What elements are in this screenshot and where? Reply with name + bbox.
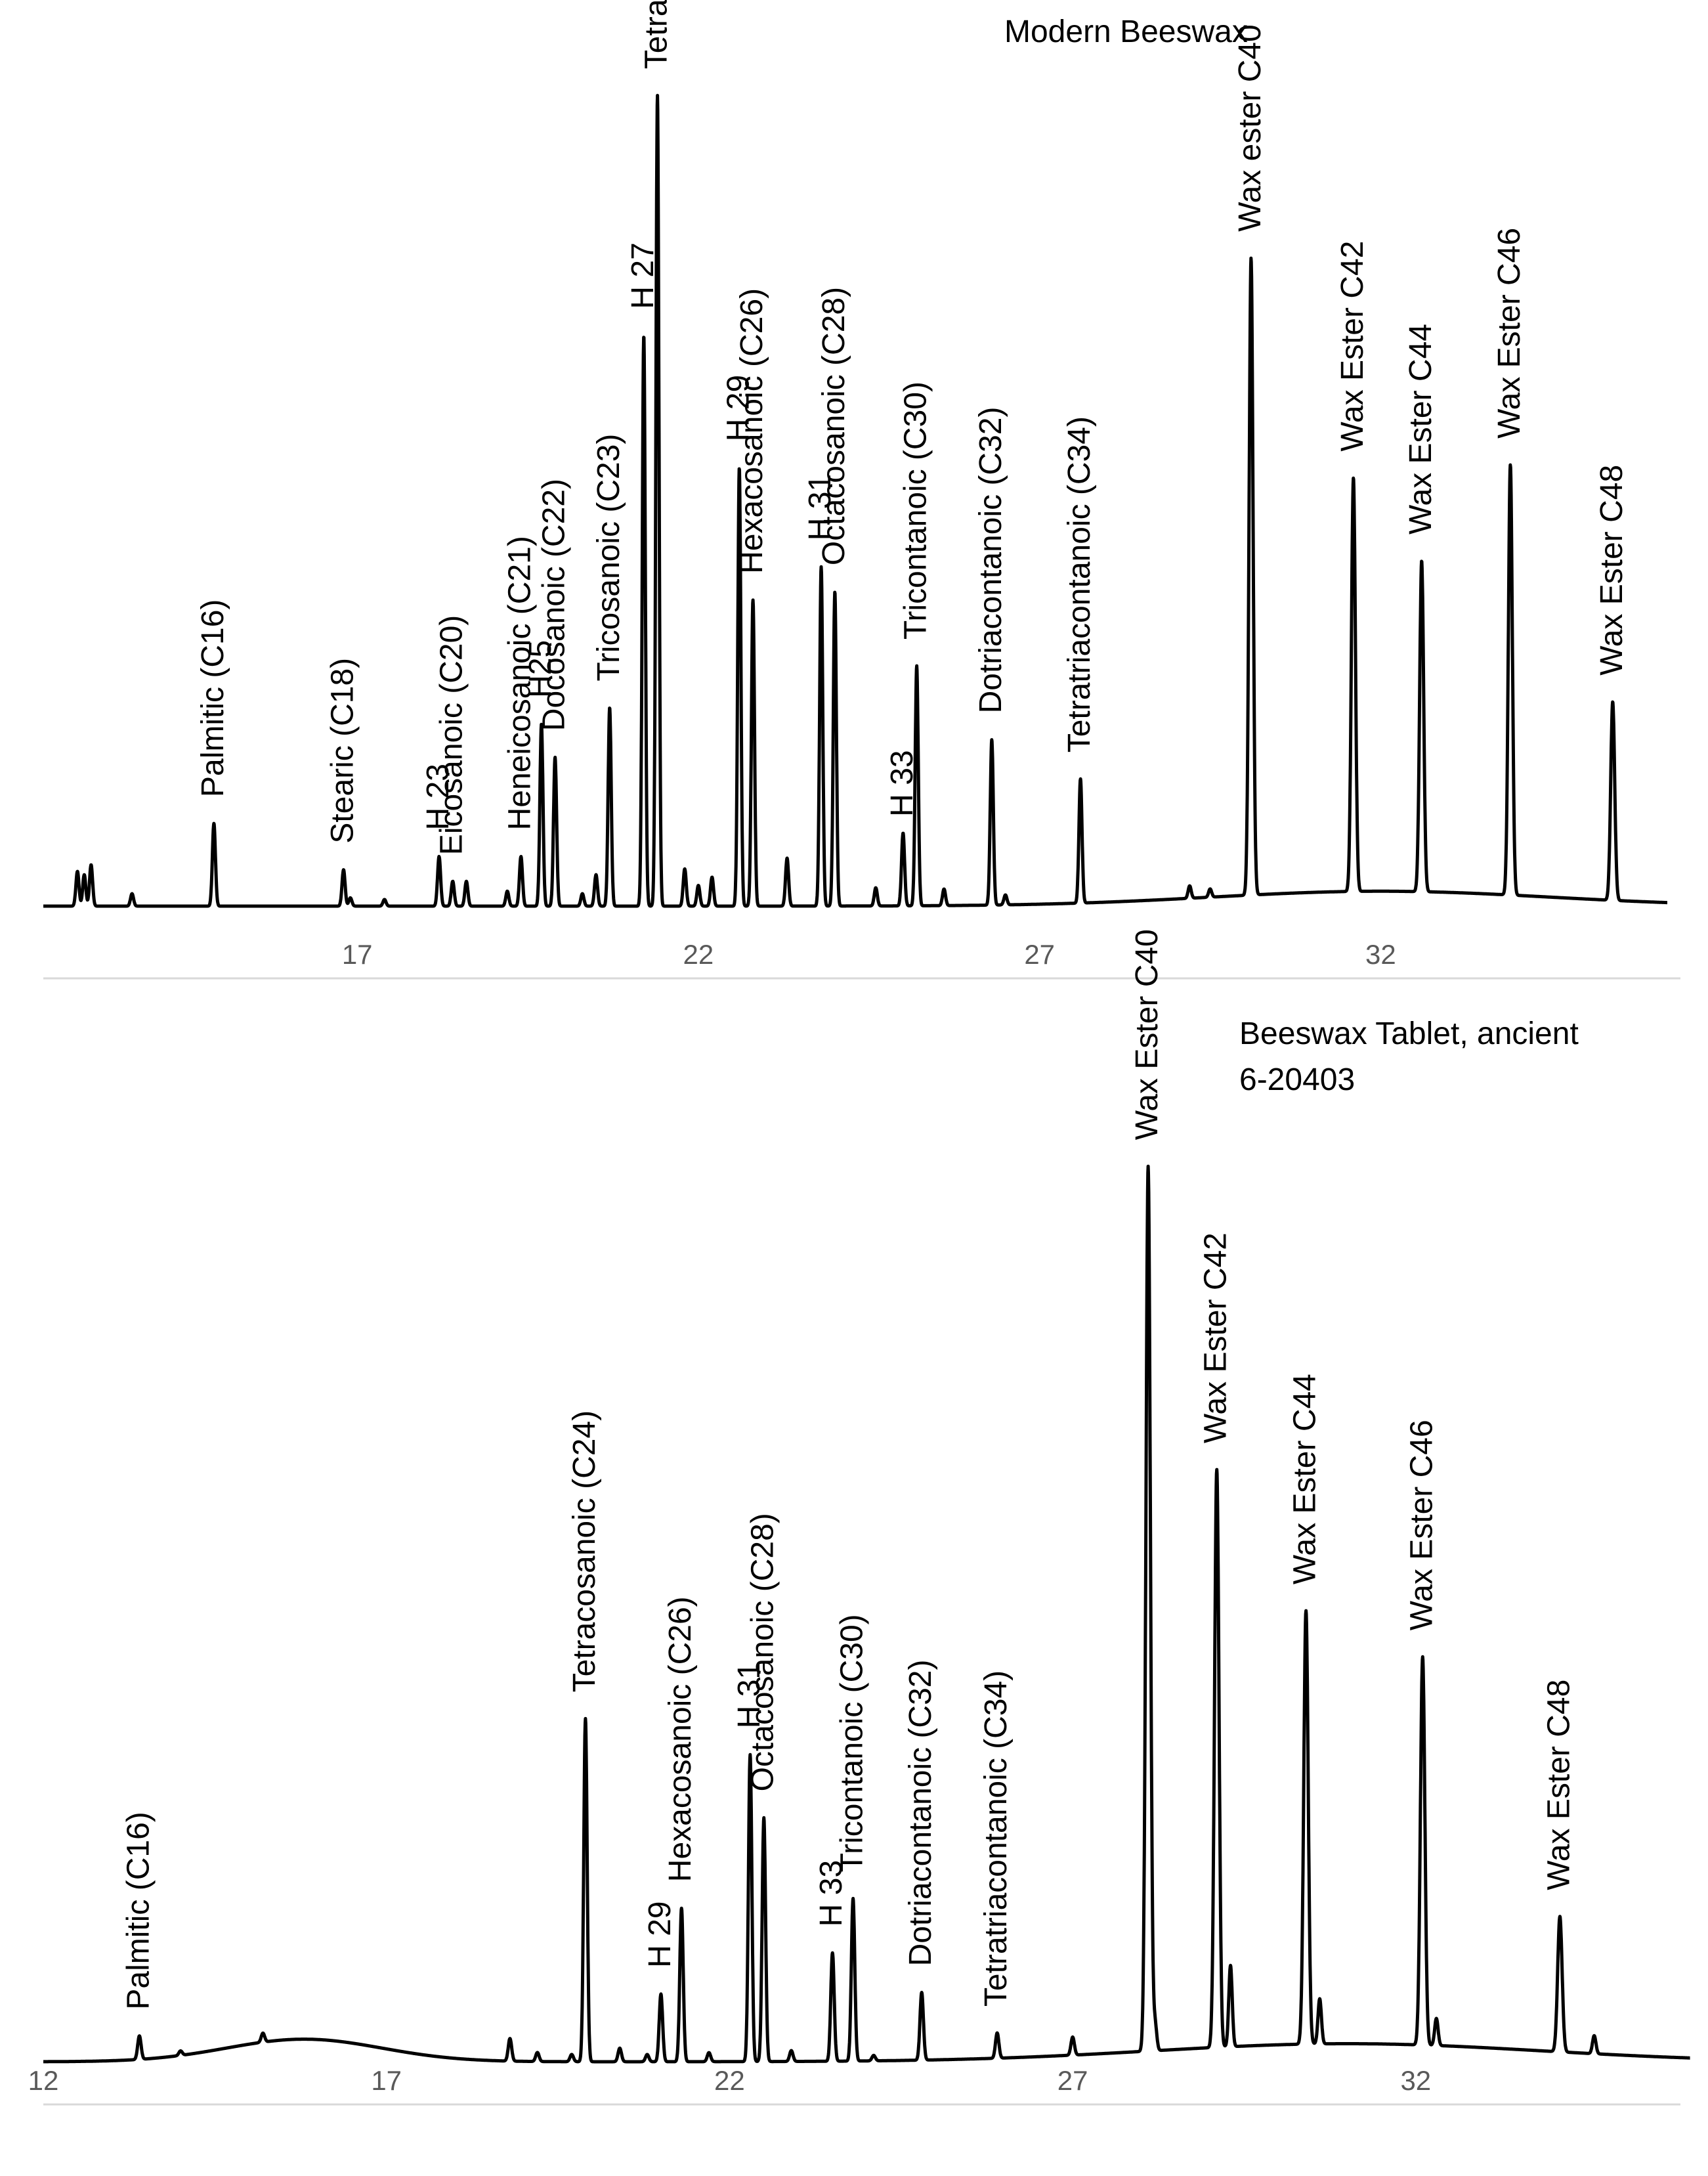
chart-title-ancient-line2: 6-20403 <box>1239 1062 1355 1097</box>
peak-label: Tricontanoic (C30) <box>899 381 933 640</box>
peak-label: H 33 <box>814 1860 849 1926</box>
peak-label: Wax Ester C42 <box>1335 241 1370 452</box>
modern-beeswax-chart: Modern Beeswax 17 22 27 32 Palmitic (C16) Ste… <box>41 0 1680 980</box>
peak-label: H 31 <box>732 1662 767 1728</box>
x-tick-label: 22 <box>714 2065 745 2096</box>
x-tick-label: 17 <box>342 939 373 970</box>
peak-label: Wax Ester C44 <box>1403 324 1438 534</box>
peak-label: Tricosanoic (C23) <box>591 434 626 682</box>
x-tick-label: 32 <box>1365 939 1396 970</box>
peak-label: Tricontanoic (C30) <box>835 1614 870 1872</box>
peak-label: Octacosanoic (C28) <box>817 287 851 565</box>
chromatogram-trace <box>41 93 1669 908</box>
peak-label: Heneicosanoic (C21) <box>503 536 538 830</box>
peak-label: H 29 <box>721 375 756 441</box>
x-tick-label: 22 <box>683 939 714 970</box>
x-tick-label: 27 <box>1057 2065 1088 2096</box>
chart-title-ancient-line1: Beeswax Tablet, ancient <box>1239 1016 1579 1051</box>
x-tick-label: 17 <box>371 2065 402 2096</box>
peak-label: Tetratriacontanoic (C34) <box>1062 416 1097 752</box>
peak-label: Wax Ester C40 <box>1130 929 1164 1140</box>
peak-label: Tetracosanoic (C24) <box>639 0 674 69</box>
peak-label: H 23 <box>421 764 456 830</box>
peak-label: Dotriacontanoic (C32) <box>973 407 1008 714</box>
peak-label: Palmitic (C16) <box>196 599 230 797</box>
chromatogram-trace <box>41 1164 1692 2064</box>
x-tick-label: 27 <box>1024 939 1055 970</box>
peak-label: Stearic (C18) <box>325 658 360 844</box>
peak-label: Wax Ester C44 <box>1288 1374 1323 1584</box>
peak-label: Hexacosanoic (C26) <box>663 1596 698 1882</box>
peak-label: Wax Ester C46 <box>1492 228 1527 439</box>
peak-label: Hexacosanoic (C26) <box>735 288 769 574</box>
peak-label: Wax Ester C42 <box>1199 1232 1233 1443</box>
peak-label: Dotriacontanoic (C32) <box>903 1660 938 1967</box>
peak-label: Wax Ester C46 <box>1404 1420 1439 1630</box>
ancient-tablet-chart: Beeswax Tablet, ancient 6-20403 12 17 22 27… <box>28 929 1692 2106</box>
chart-title-modern: Modern Beeswax <box>1004 14 1248 49</box>
x-tick-label: 12 <box>28 2065 59 2096</box>
peak-label: Tetratriacontanoic (C34) <box>979 1670 1014 2007</box>
peak-label: Wax ester C40 <box>1233 24 1268 232</box>
peak-label: H 31 <box>803 474 838 540</box>
peak-label: Eicosanoic (C20) <box>435 615 469 855</box>
peak-label: Palmitic (C16) <box>121 1812 156 2009</box>
peak-label: H25 <box>523 640 558 698</box>
peak-label: H 33 <box>885 750 920 816</box>
peak-label: Tetracosanoic (C24) <box>567 1410 602 1693</box>
peak-label: Wax Ester C48 <box>1594 465 1629 676</box>
peak-label: Wax Ester C48 <box>1541 1680 1576 1890</box>
peak-label: Docosanoic (C22) <box>537 479 572 731</box>
peak-label: H 29 <box>643 1901 677 1967</box>
peak-label: H 27 <box>626 242 660 309</box>
x-tick-label: 32 <box>1400 2065 1431 2096</box>
peak-label: Octacosanoic (C28) <box>746 1513 780 1791</box>
